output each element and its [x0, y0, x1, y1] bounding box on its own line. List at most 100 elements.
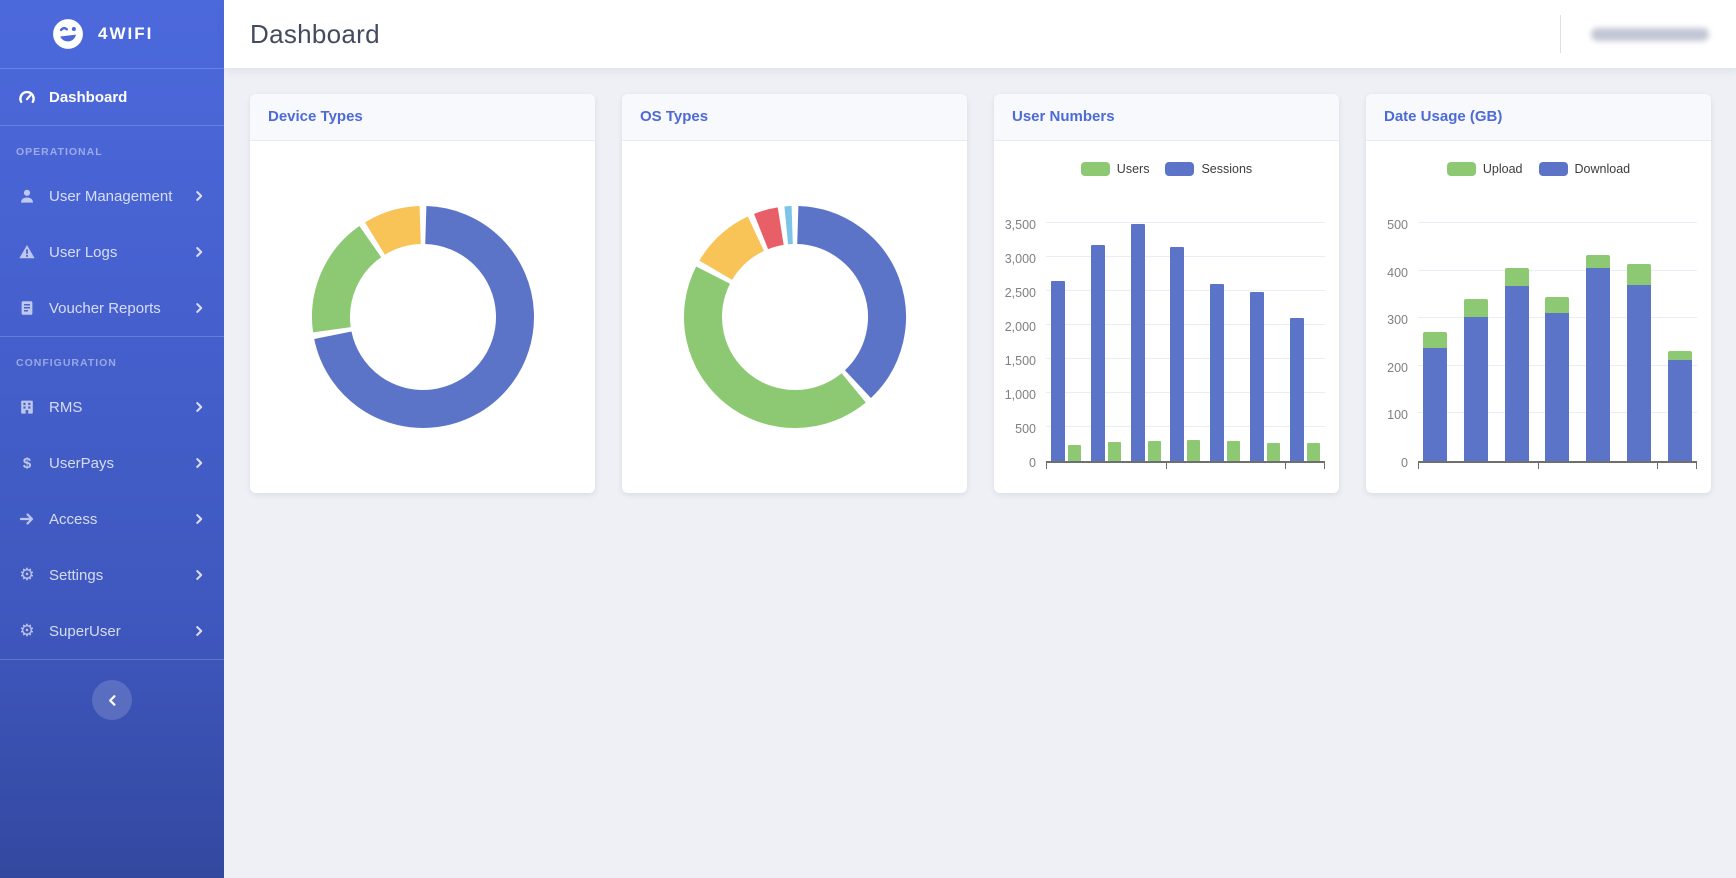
segment-upload [1586, 254, 1611, 268]
bar-users [1068, 444, 1081, 461]
legend-item-users[interactable]: Users [1080, 162, 1150, 176]
gear-icon: ⚙ [19, 565, 35, 584]
bar-sessions [1289, 318, 1304, 461]
legend-swatch [1538, 162, 1568, 176]
chevron-right-icon [192, 189, 206, 203]
y-axis-tick-label: 0 [1029, 456, 1036, 470]
card-date-usage: Date Usage (GB) Upload Download 0 100 200 300… [1366, 94, 1711, 493]
sidebar-item-dashboard[interactable]: Dashboard [0, 72, 224, 122]
sidebar-item-user-management[interactable]: User Management [0, 171, 224, 221]
bar-group [1210, 284, 1241, 461]
sidebar-item-settings[interactable]: ⚙ Settings [0, 550, 224, 600]
collapse-sidebar-button[interactable] [92, 680, 132, 720]
user-numbers-bar-chart: Users Sessions 0 500 1,000 1,500 2,000 2,500 3,0… [994, 141, 1339, 470]
logo[interactable]: 4WIFI [0, 0, 224, 68]
sidebar-item-voucher-reports[interactable]: Voucher Reports [0, 283, 224, 333]
legend-item-sessions[interactable]: Sessions [1165, 162, 1252, 176]
chevron-right-icon [192, 512, 206, 526]
gridline [1046, 324, 1325, 325]
sidebar-item-superuser[interactable]: ⚙ SuperUser [0, 606, 224, 656]
y-axis-tick-label: 100 [1387, 408, 1408, 423]
bars-row [1046, 224, 1325, 461]
legend-swatch [1446, 162, 1476, 176]
chevron-right-icon [192, 301, 206, 315]
segment-upload [1627, 264, 1652, 285]
divider [1560, 15, 1561, 53]
donut-segment-green [311, 226, 382, 333]
stacked-bar [1586, 254, 1611, 461]
bar-group [1250, 292, 1281, 461]
bar-group [1090, 244, 1121, 461]
dashboard-content: Device Types OS Types User Numbers [224, 68, 1736, 878]
user-name-redacted[interactable] [1591, 27, 1709, 41]
sidebar-item-label: RMS [49, 398, 83, 416]
legend-item-download[interactable]: Download [1538, 162, 1630, 176]
bar-sessions [1170, 246, 1185, 461]
bar-users [1107, 441, 1121, 461]
card-user-numbers: User Numbers Users Sessions 0 500 1,000 1,500… [994, 94, 1339, 493]
winking-face-logo-icon [52, 18, 84, 50]
x-axis-tick [1324, 463, 1325, 469]
bars-row [1418, 225, 1697, 461]
y-axis-tick-label: 500 [1387, 218, 1408, 232]
gridline [1046, 358, 1325, 359]
card-body [250, 141, 595, 493]
card-body [622, 141, 967, 493]
gridline [1046, 426, 1325, 427]
sidebar-item-rms[interactable]: RMS [0, 382, 224, 432]
stacked-bar [1667, 350, 1692, 461]
chart-legend: Upload Download [1366, 160, 1711, 178]
sidebar-item-access[interactable]: Access [0, 494, 224, 544]
chevron-left-icon [105, 693, 120, 708]
sidebar-item-user-logs[interactable]: User Logs [0, 227, 224, 277]
gauge-icon [16, 88, 38, 106]
gridline [1046, 290, 1325, 291]
y-axis-tick-label: 1,000 [1004, 388, 1036, 402]
legend-label: Users [1116, 162, 1150, 176]
dollar-icon: $ [22, 454, 32, 472]
donut-segment-blue [796, 206, 906, 398]
sidebar-item-label: SuperUser [49, 622, 121, 640]
segment-download [1504, 285, 1529, 461]
sidebar: 4WIFI Dashboard OPERATIONAL User Managem… [0, 0, 224, 878]
y-axis-tick-label: 500 [1015, 422, 1036, 436]
stacked-bar [1545, 297, 1570, 461]
y-axis-tick-label: 0 [1401, 456, 1408, 470]
segment-upload [1463, 298, 1488, 317]
chevron-right-icon [192, 456, 206, 470]
divider [0, 336, 224, 337]
gridline [1046, 256, 1325, 257]
bar-sessions [1130, 224, 1145, 461]
donut-segment-yellow [364, 206, 422, 256]
y-axis-labels: 0 500 1,000 1,500 2,000 2,500 3,000 3,500 [1000, 218, 1046, 470]
legend-item-upload[interactable]: Upload [1446, 162, 1523, 176]
divider [0, 68, 224, 69]
x-axis-tick [1285, 463, 1287, 469]
card-os-types: OS Types [622, 94, 967, 493]
x-axis-tick [1165, 463, 1167, 469]
y-axis-tick-label: 2,000 [1004, 320, 1036, 334]
legend-swatch [1080, 162, 1110, 176]
card-body: Upload Download 0 100 200 300 400 500 [1366, 141, 1711, 493]
divider [0, 659, 224, 660]
segment-download [1627, 284, 1652, 461]
report-icon [16, 299, 38, 317]
sidebar-item-userpays[interactable]: $ UserPays [0, 438, 224, 488]
bar-group [1051, 280, 1081, 461]
chevron-right-icon [192, 568, 206, 582]
sidebar-footer [0, 660, 224, 720]
card-title: Device Types [268, 108, 363, 125]
arrow-right-icon [16, 510, 38, 528]
gridline [1046, 222, 1325, 223]
gridline [1418, 222, 1697, 223]
segment-download [1667, 360, 1692, 461]
y-axis-tick-label: 3,500 [1004, 218, 1036, 232]
donut-segment-red [753, 207, 784, 250]
chevron-right-icon [192, 624, 206, 638]
y-axis-labels: 0 100 200 300 400 500 [1372, 218, 1418, 470]
topbar-right [1560, 15, 1709, 53]
logo-text: 4WIFI [98, 24, 154, 43]
bar-users [1227, 440, 1241, 461]
chart-legend: Users Sessions [994, 160, 1339, 178]
